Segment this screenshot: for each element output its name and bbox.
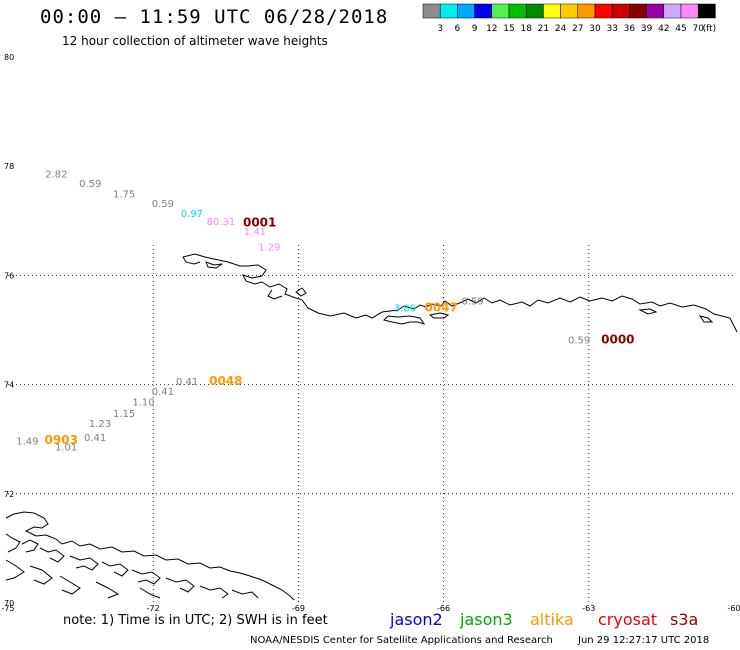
wave-height-label: 0.59: [79, 179, 101, 190]
satellite-jason3: jason3: [460, 610, 513, 629]
colorbar-label: 36: [624, 24, 636, 34]
lat-tick-label: 74: [4, 381, 14, 390]
page-title: 00:00 – 11:59 UTC 06/28/2018: [40, 6, 389, 28]
colorbar-label: 33: [606, 24, 617, 34]
colorbar-label: 12: [486, 24, 497, 34]
colorbar-label: 30: [589, 24, 601, 34]
wave-height-label: 0.59: [568, 336, 590, 347]
wave-height-label: 2.82: [45, 170, 67, 181]
lat-tick-label: 72: [4, 490, 14, 499]
wave-height-label: 1.41: [244, 227, 266, 238]
colorbar-label: 70: [692, 24, 704, 34]
wave-height-label: 80.31: [207, 217, 236, 228]
satellite-s3a: s3a: [670, 610, 699, 629]
credit-text: NOAA/NESDIS Center for Satellite Applica…: [250, 635, 553, 646]
lat-tick-label: 80: [4, 53, 14, 62]
lon-tick-label: -69: [292, 604, 305, 613]
colorbar-swatch: [697, 3, 716, 19]
time-label: 0047: [424, 300, 457, 314]
axis-ticks: -75 -72 -69 -66 -63 -60 80 78 76 74 72 70: [1, 53, 740, 613]
lon-tick-label: -72: [147, 604, 160, 613]
wave-height-label: 1.49: [16, 437, 38, 448]
colorbar-label: 3: [437, 24, 443, 34]
coastline: [5, 253, 738, 601]
lat-tick-label: 70: [4, 599, 14, 608]
wave-height-label: 0.59: [462, 296, 484, 307]
lon-tick-label: -66: [437, 604, 450, 613]
lon-tick-label: -75: [1, 604, 14, 613]
time-label: 0048: [209, 374, 242, 388]
colorbar-unit: (ft): [703, 24, 717, 34]
wave-height-label: 0.41: [152, 387, 174, 398]
colorbar-label: 21: [538, 24, 549, 34]
page-subtitle: 12 hour collection of altimeter wave hei…: [62, 34, 328, 48]
footer-note: note: 1) Time is in UTC; 2) SWH is in fe…: [63, 613, 328, 628]
colorbar-label: 6: [455, 24, 461, 34]
colorbar-label: 18: [520, 24, 532, 34]
time-label: 0903: [45, 433, 78, 447]
colorbar-label: 15: [503, 24, 514, 34]
lat-tick-label: 78: [4, 162, 14, 171]
wave-height-label: 1.75: [113, 189, 135, 200]
colorbar-label: 27: [572, 24, 583, 34]
wave-height-label: 0.97: [181, 209, 203, 220]
colorbar-label: 9: [472, 24, 478, 34]
graticule: [8, 245, 734, 603]
lat-tick-label: 76: [4, 271, 14, 280]
colorbar-label: 24: [555, 24, 567, 34]
satellite-jason2: jason2: [390, 610, 443, 629]
wave-height-label: 0.41: [84, 433, 106, 444]
satellite-cryosat: cryosat: [598, 610, 658, 629]
wave-height-label: 1.29: [258, 242, 280, 253]
time-label: 0000: [601, 333, 634, 347]
lon-tick-label: -60: [727, 604, 740, 613]
lon-tick-label: -63: [582, 604, 595, 613]
colorbar-legend: 3 6 9 12 15 18 21 24 27 30 33 36 39 42 45 70(ft): [422, 3, 717, 34]
wave-height-label: 0.59: [152, 199, 174, 210]
wave-height-label: 1.23: [89, 419, 111, 430]
timestamp-text: Jun 29 12:27:17 UTC 2018: [578, 635, 710, 646]
colorbar-label: 45: [675, 24, 686, 34]
wave-height-label: 1.01: [55, 443, 77, 454]
wave-height-label: 0.41: [176, 377, 198, 388]
wave-height-label: 1.10: [132, 397, 154, 408]
wave-height-label: 3.86: [394, 303, 416, 314]
wave-height-label: 1.15: [113, 409, 135, 420]
colorbar-label: 42: [658, 24, 669, 34]
satellite-altika: altika: [530, 610, 574, 629]
colorbar-label: 39: [641, 24, 653, 34]
time-label: 0001: [243, 215, 276, 229]
